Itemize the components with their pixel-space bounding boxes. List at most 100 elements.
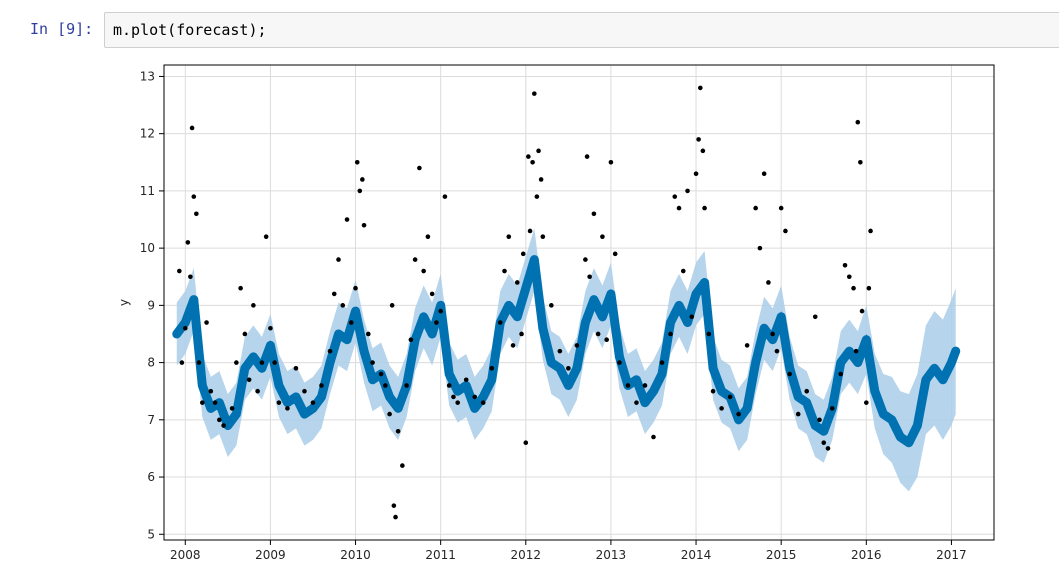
observation-point (795, 411, 801, 417)
observation-point (727, 394, 733, 400)
observation-point (583, 257, 588, 262)
observation-point (472, 394, 478, 400)
observation-point (348, 320, 354, 325)
observation-point (625, 383, 631, 388)
observation-point (706, 331, 712, 337)
observation-point (268, 325, 273, 331)
x-tick-label: 2011 (425, 548, 456, 562)
observation-point (302, 388, 307, 394)
observation-point (634, 400, 639, 405)
observation-point (293, 366, 299, 371)
observation-point (753, 205, 758, 211)
observation-point (698, 85, 703, 91)
code-text[interactable]: m.plot(forecast); (113, 21, 267, 39)
observation-point (353, 285, 358, 291)
observation-point (506, 234, 512, 239)
observation-point (761, 171, 767, 177)
observation-point (255, 388, 260, 394)
observation-point (689, 314, 695, 320)
y-tick-label: 12 (140, 127, 155, 141)
observation-point (617, 360, 622, 365)
forecast-series-core (175, 259, 958, 445)
observation-point (540, 234, 546, 239)
observation-point (446, 383, 452, 388)
observation-point (480, 400, 486, 405)
x-tick-label: 2016 (851, 548, 882, 562)
observation-point (530, 159, 535, 165)
observation-point (659, 360, 665, 365)
observation-point (612, 251, 618, 257)
observation-point (259, 360, 265, 365)
observation-point (502, 268, 507, 274)
observation-point (393, 514, 398, 520)
observation-point (191, 194, 197, 199)
observation-point (451, 394, 456, 400)
observation-point (523, 440, 529, 446)
observation-point (272, 360, 277, 365)
grid (164, 65, 994, 540)
observation-point (864, 400, 869, 405)
observation-point (489, 366, 495, 371)
observation-point (702, 205, 707, 211)
observation-point (591, 211, 597, 217)
observation-point (821, 440, 827, 446)
plot-frame (163, 64, 995, 541)
observation-point (425, 234, 431, 239)
y-tick-label: 13 (140, 69, 155, 83)
observation-point (700, 148, 706, 154)
observation-point (608, 159, 614, 165)
observation-point (177, 268, 182, 274)
observation-point (229, 406, 235, 411)
observation-point (736, 411, 741, 417)
observation-point (817, 417, 822, 423)
observation-point (204, 320, 209, 325)
observation-point (696, 137, 701, 142)
observation-point (331, 291, 337, 297)
observation-point (853, 348, 859, 354)
x-tick-label: 2012 (511, 548, 542, 562)
x-tick-label: 2015 (766, 548, 797, 562)
observation-point (566, 366, 571, 371)
observation-point (584, 154, 590, 159)
observation-point (455, 400, 460, 405)
observation-point (838, 371, 844, 377)
observation-point (668, 331, 673, 337)
observation-point (310, 400, 316, 405)
observation-point (532, 91, 537, 96)
observation-point (680, 268, 686, 274)
observation-point (285, 406, 290, 411)
observation-point (651, 434, 656, 440)
x-tick-label: 2010 (340, 548, 371, 562)
observation-point (400, 463, 405, 468)
observation-point (829, 406, 835, 411)
observation-point (336, 257, 341, 262)
observation-point (387, 411, 392, 417)
y-tick-label: 11 (140, 184, 155, 198)
observation-point (404, 383, 409, 388)
observation-point (442, 194, 448, 199)
observation-point (395, 428, 401, 434)
observation-point (587, 274, 592, 280)
observation-point (179, 360, 185, 365)
observation-point (520, 251, 526, 257)
observation-point (868, 228, 873, 234)
observation-point (538, 177, 544, 182)
observation-point (693, 171, 699, 177)
observation-point (778, 205, 784, 211)
x-tick-label: 2014 (681, 548, 712, 562)
observation-point (536, 148, 541, 154)
observation-point (514, 280, 520, 285)
forecast-line (172, 255, 961, 448)
observation-point (276, 400, 282, 405)
observation-point (182, 325, 188, 331)
observation-point (242, 331, 248, 337)
observation-point (851, 285, 856, 291)
observation-point (189, 125, 195, 131)
observation-point (685, 188, 690, 194)
x-tick-label: 2013 (596, 548, 627, 562)
observation-point (196, 360, 202, 365)
code-input-area[interactable]: m.plot(forecast); (104, 12, 1059, 48)
observation-point (719, 406, 724, 411)
